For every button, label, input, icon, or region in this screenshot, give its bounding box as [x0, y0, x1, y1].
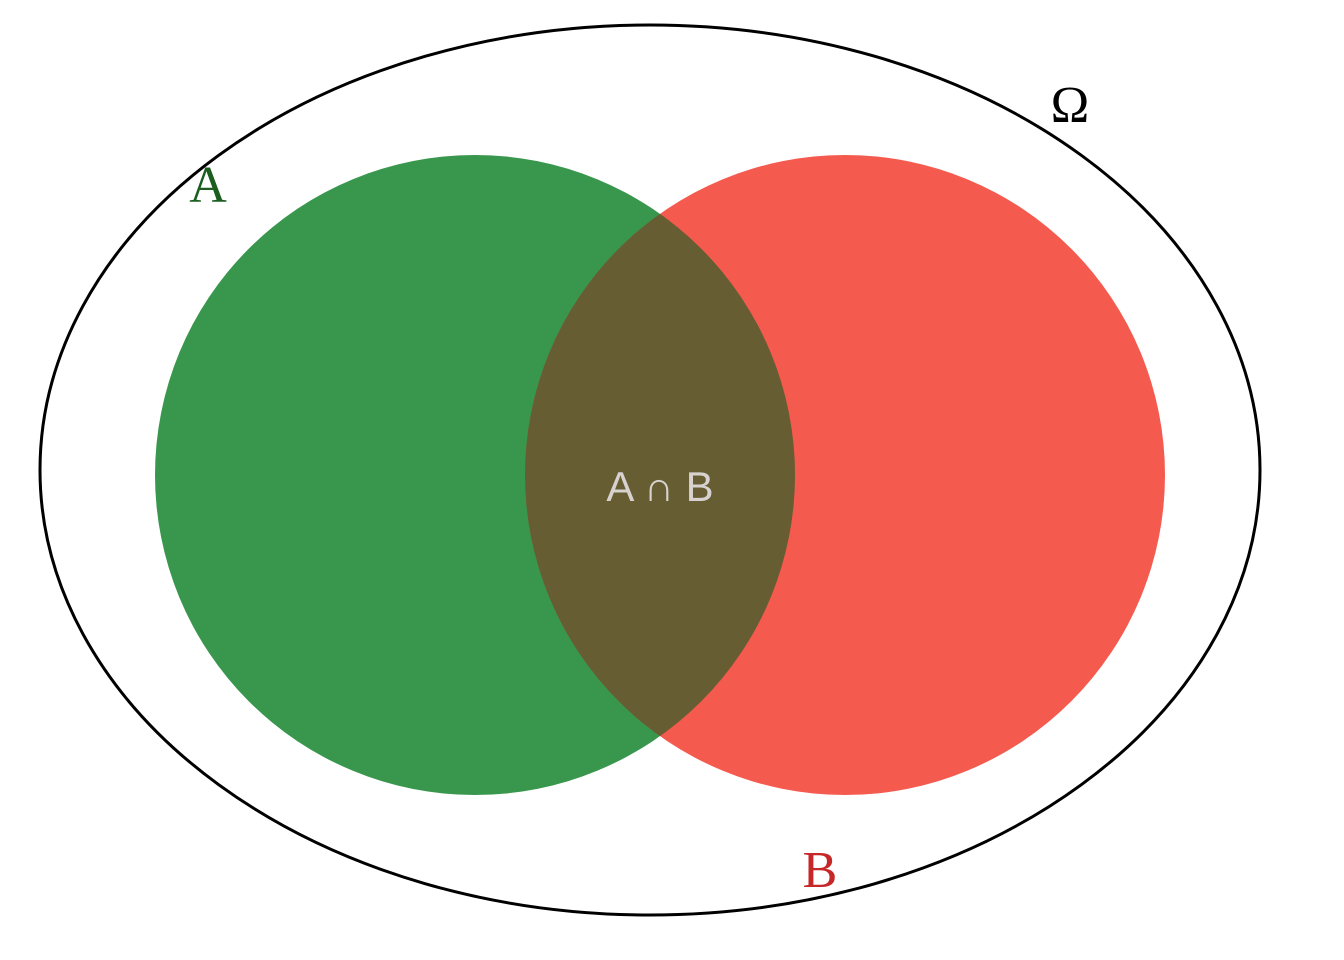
venn-diagram-svg: Ω A B A ∩ B — [0, 0, 1344, 960]
venn-diagram-container: Ω A B A ∩ B — [0, 0, 1344, 960]
set-a-label: A — [189, 157, 227, 214]
universe-label: Ω — [1051, 77, 1090, 134]
intersection-label: A ∩ B — [606, 463, 713, 510]
set-b-label: B — [803, 842, 838, 899]
